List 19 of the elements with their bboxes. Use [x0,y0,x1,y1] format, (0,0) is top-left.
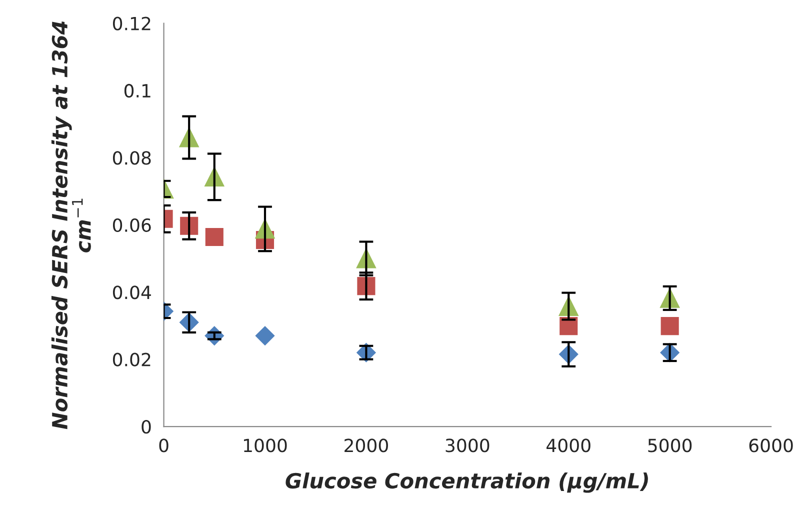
y-tick-label: 0 [142,420,151,434]
y-tick-label: 0.04 [112,286,151,300]
x-tick-label: 6000 [749,438,793,452]
y-axis-title: Normalised SERS Intensity at 1364 cm$^{−1}$ [51,21,91,430]
x-tick-label: 5000 [648,438,692,452]
y-tick-label: 0.08 [112,151,151,165]
x-tick-label: 2000 [344,438,388,452]
x-tick-label: 1000 [244,438,287,452]
point [255,326,275,346]
y-tick-label: 0.02 [112,352,150,366]
point [660,317,679,336]
x-tick-label: 0 [159,438,168,452]
x-tick-label: 4000 [546,438,590,452]
y-tick-label: 0.06 [112,218,151,232]
x-tick-label: 3000 [446,438,490,452]
point [205,228,224,246]
x-axis-title: Glucose Concentration (µg/mL) [286,472,648,493]
y-tick-label: 0.1 [124,84,150,98]
y-tick-label: 0.12 [112,16,150,30]
